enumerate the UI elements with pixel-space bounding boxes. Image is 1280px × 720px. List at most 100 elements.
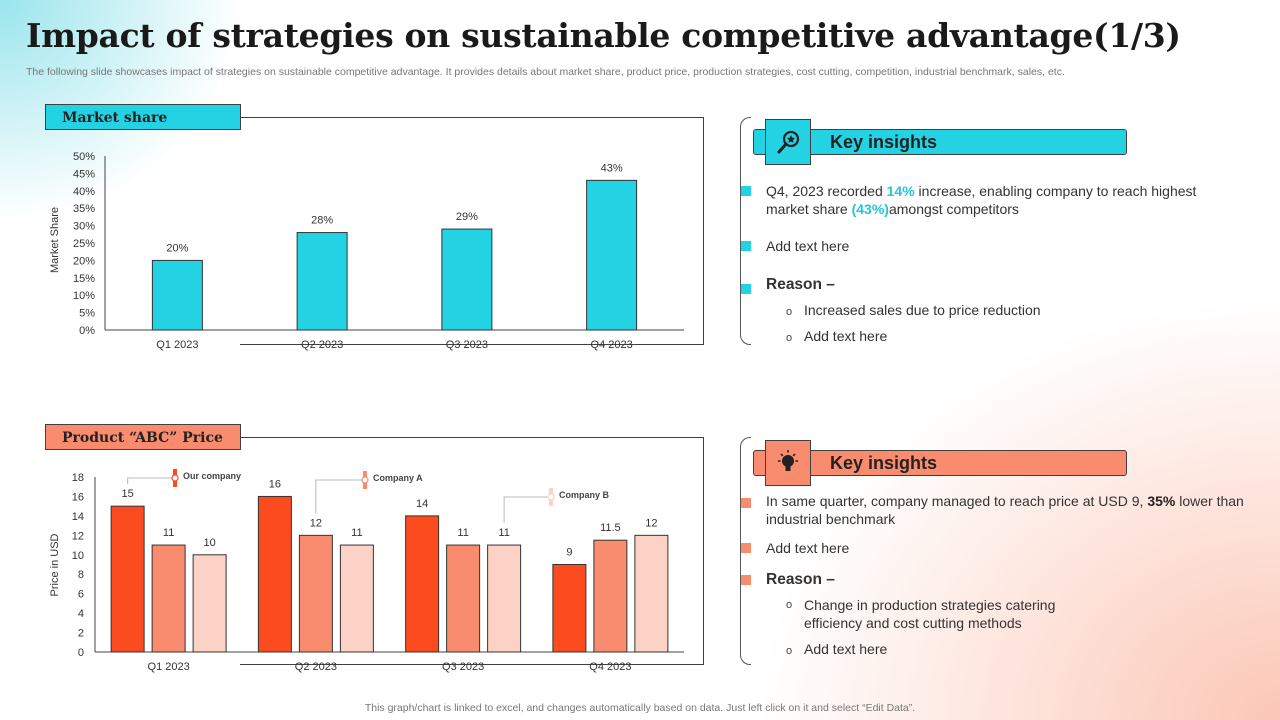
market-share-panel-frame: [240, 117, 704, 345]
x-tick-label: Q3 2023: [446, 339, 488, 351]
y-tick-label: 0%: [79, 325, 95, 337]
bottom-key-insights-heading: Key insights: [830, 453, 938, 473]
y-tick-label: 4: [78, 608, 84, 620]
bottom-key-insights-bar: Key insights: [753, 450, 1127, 476]
data-label: 11: [498, 527, 509, 539]
circle-bullet-icon: o: [786, 645, 793, 657]
data-label: 43%: [601, 162, 623, 174]
top-bullet-3: [741, 284, 751, 294]
y-tick-label: 30%: [73, 221, 95, 233]
top-point1-c: increase, enabling company to reach high…: [766, 183, 1197, 217]
y-tick-label: 5%: [79, 308, 95, 320]
y-tick-label: 16: [72, 491, 84, 503]
callout-dot: [361, 476, 369, 484]
bar-q4-2023: [586, 179, 638, 331]
x-tick-label: Q3 2023: [442, 661, 484, 673]
y-tick-label: 18: [72, 472, 84, 484]
top-point1-d: (43%): [851, 201, 889, 217]
y-tick-label: 14: [72, 511, 84, 523]
top-subpoint-2-text: Add text here: [804, 328, 888, 344]
bar-company-b-q3-2023: [487, 544, 522, 653]
top-point1-b: 14%: [886, 183, 915, 199]
y-tick-label: 2: [78, 628, 84, 640]
market-share-section-label: Market share: [45, 104, 241, 130]
circle-bullet-icon: o: [786, 599, 793, 611]
x-tick-label: Q4 2023: [591, 339, 633, 351]
bottom-subpoint-1-text: Change in production strategies catering…: [804, 597, 1056, 631]
y-tick-label: 6: [78, 589, 84, 601]
bar-company-a-q1-2023: [151, 544, 186, 653]
callout-leader-line: [315, 479, 365, 514]
x-tick-label: Q2 2023: [295, 661, 337, 673]
data-label: 29%: [456, 211, 478, 223]
bottom-reason-label: Reason –: [766, 571, 835, 588]
top-bullet-2: [741, 241, 751, 251]
y-tick-label: 15%: [73, 273, 95, 285]
data-label: 11.5: [600, 522, 621, 534]
bar-our-company-q1-2023: [110, 505, 145, 653]
bar-company-a-q3-2023: [446, 544, 481, 653]
bar-company-b-q1-2023: [192, 554, 227, 653]
y-tick-label: 20%: [73, 255, 95, 267]
top-point1-a: Q4, 2023 recorded: [766, 183, 887, 199]
bottom-insight-point-1: In same quarter, company managed to reac…: [766, 492, 1246, 528]
top-subpoint-1-text: Increased sales due to price reduction: [804, 302, 1041, 318]
top-key-insights-bar: Key insights: [753, 129, 1127, 155]
data-label: 12: [645, 517, 657, 529]
page-subtitle: The following slide showcases impact of …: [26, 66, 1065, 78]
data-label: 11: [163, 527, 174, 539]
bottom-bullet-2: [741, 543, 751, 553]
y-axis-label: Price in USD: [49, 533, 61, 596]
top-insight-point-2: Add text here: [766, 238, 850, 254]
lightbulb-icon: [778, 450, 798, 471]
bar-our-company-q4-2023: [552, 564, 587, 653]
y-tick-label: 10%: [73, 290, 95, 302]
bar-company-a-q4-2023: [593, 539, 628, 653]
callout-dot: [171, 474, 179, 482]
y-tick-label: 25%: [73, 238, 95, 250]
bar-our-company-q2-2023: [257, 495, 292, 653]
callout-label-company-b: Company B: [559, 490, 610, 500]
y-axis-label: Market Share: [49, 207, 61, 273]
price-panel-frame: [240, 437, 704, 665]
y-tick-label: 8: [78, 569, 84, 581]
y-tick-label: 50%: [73, 151, 95, 163]
data-label: 11: [457, 527, 468, 539]
price-section-label: Product “ABC” Price: [45, 424, 241, 450]
top-insights-bracket: [740, 117, 751, 345]
bar-q2-2023: [296, 232, 348, 331]
y-tick-label: 10: [72, 550, 84, 562]
x-tick-label: Q2 2023: [301, 339, 343, 351]
bar-our-company-q3-2023: [405, 515, 440, 653]
magnifier-icon: [777, 130, 800, 154]
top-key-insights-heading: Key insights: [830, 132, 938, 152]
bottom-point1-a: In same quarter, company managed to reac…: [766, 493, 1148, 509]
y-tick-label: 35%: [73, 203, 95, 215]
bottom-subpoint-2: o Add text here: [786, 640, 887, 660]
bottom-bullet-1: [741, 498, 751, 508]
bottom-subpoint-2-text: Add text here: [804, 641, 888, 657]
page-title: Impact of strategies on sustainable comp…: [26, 16, 1181, 55]
bottom-point1-b: 35%: [1147, 493, 1176, 509]
bottom-insight-point-2: Add text here: [766, 540, 850, 556]
circle-bullet-icon: o: [786, 332, 793, 344]
callout-label-company-a: Company A: [373, 473, 423, 483]
data-label: 9: [566, 547, 572, 559]
bottom-bullet-3: [741, 575, 751, 585]
data-label: 10: [204, 537, 216, 549]
y-tick-label: 45%: [73, 168, 95, 180]
y-tick-label: 40%: [73, 186, 95, 198]
x-tick-label: Q1 2023: [148, 661, 190, 673]
top-reason-label: Reason –: [766, 276, 835, 293]
bottom-key-insights-icon-box: [765, 440, 811, 486]
data-label: 15: [122, 488, 134, 500]
data-label: 14: [416, 498, 428, 510]
data-label: 28%: [311, 215, 333, 227]
bar-q3-2023: [441, 228, 493, 331]
top-subpoint-2: o Add text here: [786, 327, 887, 347]
bar-company-a-q2-2023: [298, 534, 333, 653]
data-label: 20%: [166, 242, 188, 254]
y-tick-label: 0: [78, 647, 84, 659]
